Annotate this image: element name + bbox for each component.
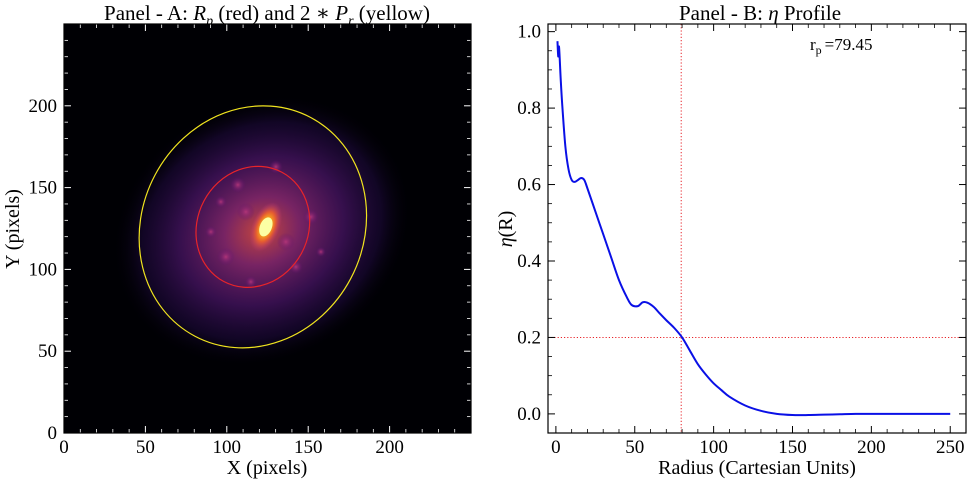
- panel-a-xtick-label: 200: [375, 437, 404, 458]
- panel-b-xtick-label: 250: [936, 437, 965, 458]
- ellipse-rp: [195, 165, 311, 288]
- panel-b-xlabel: Radius (Cartesian Units): [658, 457, 856, 479]
- eta-profile-line: [556, 41, 951, 417]
- panel-a-xtick-label: 0: [59, 437, 69, 458]
- panel-b-frame: [547, 23, 967, 434]
- panel-b-xtick-label: 50: [625, 437, 644, 458]
- galaxy-knot: [229, 176, 246, 193]
- panel-a-xlabel: X (pixels): [227, 457, 308, 479]
- panel-a-xtick-label: 150: [294, 437, 323, 458]
- galaxy-knot: [236, 202, 255, 221]
- panel-b-ylabel: η(R): [495, 211, 517, 248]
- galaxy-knot: [216, 247, 235, 266]
- galaxy-knot: [214, 195, 227, 208]
- panel-b-xtick-label: 150: [778, 437, 807, 458]
- panel-a-title: Panel - A: Rp (red) and 2 ∗ Pr (yellow): [104, 1, 430, 29]
- panel-a-xtick-label: 50: [136, 437, 155, 458]
- ellipse-2pr: [138, 105, 368, 349]
- galaxy-knot: [288, 259, 303, 274]
- panel-b-ytick-label: 0.4: [517, 251, 541, 272]
- panel-b-xtick-label: 100: [699, 437, 728, 458]
- panel-a: Panel - A: Rp (red) and 2 ∗ Pr (yellow) …: [2, 1, 472, 479]
- panel-b-ytick-label: 0.6: [517, 175, 541, 196]
- panel-b: Panel - B: η Profile 0 50 100 150 200 250 0.0 0…: [495, 1, 967, 479]
- galaxy-knot: [302, 208, 319, 225]
- galaxy-knot: [244, 275, 257, 288]
- panel-b-ytick-label: 0.2: [517, 327, 541, 348]
- rp-annotation: rp =79.45: [810, 35, 873, 57]
- galaxy-knot: [315, 246, 326, 257]
- panel-a-ytick-label: 200: [29, 96, 58, 117]
- panel-a-ylabel: Y (pixels): [2, 189, 24, 269]
- panel-a-ytick-label: 100: [29, 259, 58, 280]
- panel-b-ytick-label: 0.0: [517, 404, 541, 425]
- galaxy-knot: [276, 232, 295, 251]
- panel-b-xtick-label: 0: [551, 437, 561, 458]
- panel-a-ytick-label: 50: [38, 341, 57, 362]
- galaxy-knot: [204, 225, 217, 238]
- panel-b-ytick-label: 0.8: [517, 98, 541, 119]
- panel-b-ytick-label: 1.0: [517, 22, 541, 43]
- galaxy-core: [259, 217, 273, 237]
- panel-b-xtick-label: 200: [857, 437, 886, 458]
- panel-a-ytick-label: 0: [48, 423, 58, 444]
- panel-a-xtick-label: 100: [213, 437, 242, 458]
- panel-b-title: Panel - B: η Profile: [679, 1, 841, 25]
- galaxy-image: [112, 94, 412, 367]
- panel-a-frame: [63, 23, 472, 434]
- panel-a-ytick-label: 150: [29, 178, 58, 199]
